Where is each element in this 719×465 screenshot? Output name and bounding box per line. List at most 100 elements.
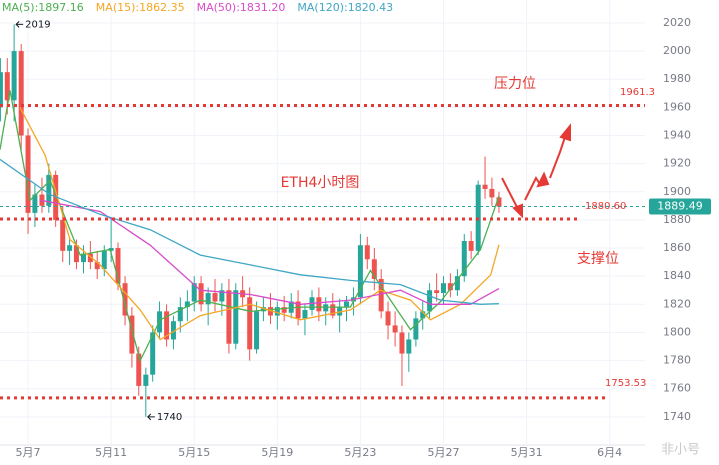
candle-body bbox=[254, 311, 260, 350]
legend-entry: MA(120):1820.43 bbox=[297, 1, 393, 14]
y-tick-label: 1780 bbox=[663, 354, 691, 367]
annotation-arrowhead bbox=[15, 20, 20, 28]
last-price-label: 1889.49 bbox=[657, 200, 703, 213]
candle-body bbox=[60, 219, 66, 251]
price-axis bbox=[645, 0, 719, 465]
candle-body bbox=[212, 293, 218, 302]
level-label: 1753.53 bbox=[605, 378, 646, 389]
resistance-label: 压力位 bbox=[494, 76, 536, 92]
candle-body bbox=[267, 307, 273, 316]
candle-body bbox=[434, 290, 440, 294]
candle-body bbox=[143, 374, 149, 386]
candle-body bbox=[67, 245, 73, 251]
legend-entry: MA(5):1897.16 bbox=[2, 1, 84, 14]
legend: MA(5):1897.16 MA(15):1862.35 MA(50):1831.2… bbox=[2, 1, 393, 14]
y-tick-label: 1840 bbox=[663, 269, 691, 282]
y-tick-label: 1940 bbox=[663, 128, 691, 141]
x-tick-label: 5月31 bbox=[511, 446, 543, 459]
candle-body bbox=[482, 184, 488, 189]
candle-body bbox=[73, 245, 79, 263]
level-label: 1961.3 bbox=[620, 87, 655, 98]
candle-body bbox=[81, 253, 87, 263]
candle-body bbox=[302, 309, 308, 319]
candle-body bbox=[330, 304, 336, 316]
plot-area bbox=[0, 24, 645, 417]
candle-body bbox=[177, 307, 183, 322]
candle-body bbox=[274, 307, 280, 316]
x-tick-label: 5月7 bbox=[16, 446, 41, 459]
annotation-label: 2019 bbox=[25, 19, 50, 30]
candle-body bbox=[427, 290, 433, 312]
candle-body bbox=[32, 194, 38, 213]
watermark: 非小号 bbox=[661, 443, 700, 458]
candle-body bbox=[385, 311, 391, 326]
candle-body bbox=[343, 301, 349, 308]
ma-line bbox=[39, 199, 500, 305]
annotation-label: 1740 bbox=[157, 412, 182, 423]
legend-entry: MA(15):1862.35 bbox=[96, 1, 185, 14]
y-tick-label: 2020 bbox=[663, 16, 691, 29]
forecast-arrows bbox=[501, 123, 571, 219]
candle-body bbox=[164, 311, 170, 340]
candle-body bbox=[87, 253, 93, 263]
candle-body bbox=[94, 262, 100, 270]
candle-body bbox=[461, 241, 467, 277]
legend-entry: MA(50):1831.20 bbox=[197, 1, 286, 14]
candle-body bbox=[115, 248, 121, 284]
candle-body bbox=[46, 174, 52, 206]
candle-body bbox=[392, 325, 398, 333]
y-tick-label: 1800 bbox=[663, 325, 691, 338]
y-tick-label: 1960 bbox=[663, 100, 691, 113]
arrow bbox=[549, 133, 567, 179]
x-tick-label: 5月19 bbox=[261, 446, 293, 459]
candle-body bbox=[413, 318, 419, 340]
support-label: 支撑位 bbox=[577, 251, 619, 267]
candle-body bbox=[150, 332, 156, 375]
candle-body bbox=[468, 241, 474, 251]
candle-body bbox=[122, 283, 128, 316]
ma-line bbox=[19, 106, 500, 341]
candle-body bbox=[399, 332, 405, 354]
y-tick-label: 1880 bbox=[663, 213, 691, 226]
candle-body bbox=[0, 72, 3, 108]
candle-body bbox=[101, 250, 107, 270]
candle-body bbox=[260, 307, 266, 312]
ma-line bbox=[0, 90, 500, 363]
y-tick-label: 1820 bbox=[663, 297, 691, 310]
candle-body bbox=[191, 283, 197, 302]
candle-body bbox=[198, 283, 204, 305]
candle-body bbox=[371, 259, 377, 279]
candle-body bbox=[406, 339, 412, 354]
arrowhead bbox=[559, 123, 571, 142]
candle-body bbox=[4, 72, 10, 101]
x-tick-label: 5月23 bbox=[344, 446, 376, 459]
overlay: ETH4小时图 压力位 支撑位 非小号 1961.3 1880.60 1753.53… bbox=[15, 19, 700, 458]
annotation-arrowhead bbox=[147, 413, 152, 421]
y-tick-label: 1860 bbox=[663, 241, 691, 254]
y-tick-label: 1980 bbox=[663, 72, 691, 85]
x-tick-label: 5月15 bbox=[178, 446, 210, 459]
y-tick-label: 1740 bbox=[663, 410, 691, 423]
candle-body bbox=[25, 135, 31, 213]
candle-body bbox=[441, 283, 447, 294]
chart-title: ETH4小时图 bbox=[281, 175, 360, 191]
last-price-box bbox=[649, 198, 711, 215]
candle-body bbox=[184, 301, 190, 308]
candle-body bbox=[11, 51, 17, 101]
x-tick-label: 5月27 bbox=[428, 446, 460, 459]
candle-body bbox=[205, 293, 211, 305]
candle-body bbox=[136, 353, 142, 386]
candle-body bbox=[129, 315, 135, 354]
candle-body bbox=[337, 307, 343, 316]
candle-body bbox=[316, 297, 322, 312]
y-tick-label: 2000 bbox=[663, 44, 691, 57]
candle-body bbox=[378, 278, 384, 312]
candle-body bbox=[357, 245, 363, 298]
candle-body bbox=[247, 297, 253, 350]
candle-body bbox=[420, 311, 426, 319]
candle-body bbox=[288, 301, 294, 313]
arrowhead bbox=[536, 171, 550, 188]
candle-body bbox=[489, 188, 495, 198]
